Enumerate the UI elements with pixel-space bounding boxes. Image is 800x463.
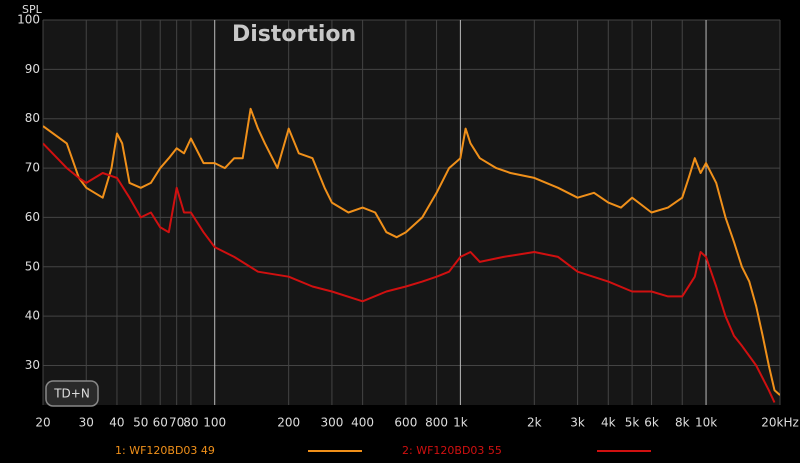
x-tick-label: 80 (183, 416, 198, 430)
legend-label: 2: WF120BD03 55 (402, 444, 502, 457)
x-tick-label: 20 (35, 416, 50, 430)
y-tick-label: 80 (25, 111, 40, 125)
y-tick-label: 70 (25, 161, 40, 175)
button-frame[interactable] (45, 380, 99, 407)
chart-title: Distortion (232, 22, 356, 47)
x-tick-label: 2k (527, 416, 542, 430)
y-tick-label: 50 (25, 259, 40, 273)
button[interactable]: TD+N (45, 380, 99, 407)
y-tick-label: 90 (25, 62, 40, 76)
plot-area (43, 20, 780, 405)
legend-label: 1: WF120BD03 49 (115, 444, 215, 457)
x-tick-label: 70 (169, 416, 184, 430)
x-tick-label: 60 (153, 416, 168, 430)
x-tick-label: 1k (453, 416, 468, 430)
y-tick-label: 40 (25, 309, 40, 323)
x-tick-label: 10k (695, 416, 717, 430)
x-tick-label: 3k (570, 416, 585, 430)
x-tick-label: 600 (394, 416, 417, 430)
x-tick-label: 30 (79, 416, 94, 430)
x-tick-label: 8k (675, 416, 690, 430)
x-tick-label: 40 (109, 416, 124, 430)
x-tick-label: 200 (277, 416, 300, 430)
x-tick-label: 300 (320, 416, 343, 430)
x-tick-label: 100 (203, 416, 226, 430)
x-tick-label: 4k (601, 416, 616, 430)
y-tick-label: 60 (25, 210, 40, 224)
y-tick-label: 30 (25, 358, 40, 372)
x-tick-label: 50 (133, 416, 148, 430)
x-tick-label: 400 (351, 416, 374, 430)
y-axis-label: SPL (22, 3, 43, 16)
data-line (43, 142, 776, 403)
data-line (43, 107, 780, 396)
x-tick-label: 6k (644, 416, 659, 430)
button-label[interactable]: TD+N (53, 387, 90, 401)
x-tick-label: 20kHz (761, 416, 799, 430)
x-tick-label: 5k (625, 416, 640, 430)
y-tick-label: 100 (17, 13, 40, 27)
x-tick-label: 800 (425, 416, 448, 430)
